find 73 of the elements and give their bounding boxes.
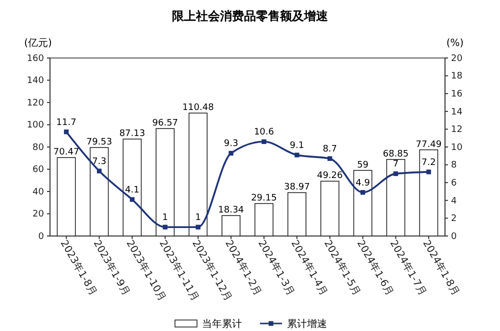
data-label: 96.57 [152,118,178,129]
y2-tick-label: 4 [451,196,457,206]
data-label: 1 [195,213,201,224]
legend-label: 当年累计 [202,318,242,330]
y-tick-label: 120 [26,98,44,108]
data-label: 4.9 [356,178,370,188]
y2-tick-label: 10 [451,142,463,153]
data-label: 1 [162,213,168,224]
data-label: 68.85 [382,149,409,160]
data-label: 9.3 [224,139,238,150]
data-label: 7.3 [92,157,106,168]
point [130,197,135,202]
data-label: 70.47 [53,148,80,158]
y-tick-label: 140 [26,76,44,86]
bar [222,215,240,236]
y2-tick-label: 6 [451,178,457,188]
y2-tick-label: 18 [451,72,463,82]
y-tick-label: 160 [26,54,44,64]
data-label: 110.48 [182,103,214,114]
y-axis-title: (亿元) [24,38,52,49]
data-label: 7.2 [422,158,436,168]
data-label: 10.6 [254,128,274,138]
y-tick-label: 0 [38,232,44,242]
data-label: 59 [357,160,369,170]
bar [353,170,372,236]
y2-axis-title: (%) [446,38,464,49]
y-tick-label: 60 [32,165,44,176]
bar [122,138,142,236]
data-label: 87.13 [119,129,146,140]
y2-tick-label: 12 [451,125,462,136]
point [328,156,332,161]
point [262,139,266,144]
data-label: 18.34 [218,206,244,216]
y2-tick-label: 2 [451,214,457,224]
legend-label: 累计增速 [287,318,327,330]
data-label: 4.1 [125,186,140,196]
point [294,152,300,158]
y-tick-label: 40 [32,187,44,198]
bar [254,203,274,236]
y2-tick-label: 0 [451,232,457,242]
bar [287,192,306,236]
bar [156,128,175,236]
point [360,190,366,195]
y-tick-label: 80 [32,142,44,153]
y-tick-label: 100 [26,120,44,131]
chart-title: 限上社会消费品零售额及增速 [172,9,329,23]
y2-tick-label: 8 [451,160,457,171]
y2-tick-label: 16 [451,89,463,100]
data-label: 49.26 [316,171,344,182]
point [393,171,398,176]
point [162,224,168,230]
point [96,168,102,174]
point [64,130,69,134]
bar [419,149,438,236]
data-label: 11.7 [56,118,76,128]
y2-tick-label: 14 [451,107,463,118]
bar [320,180,340,236]
bar [56,157,76,236]
point [196,224,200,230]
data-label: 79.53 [86,138,112,148]
data-label: 9.1 [290,141,304,152]
bar [90,147,109,236]
data-label: 38.97 [284,182,310,193]
data-label: 29.15 [251,194,277,204]
data-label: 77.49 [416,140,442,150]
data-label: 8.7 [322,144,338,155]
y-tick-label: 20 [32,210,44,220]
bar [386,159,406,236]
y2-tick-label: 20 [451,54,463,64]
bar [188,112,208,236]
point [426,170,432,174]
data-label: 7 [392,160,399,170]
point [228,150,234,156]
